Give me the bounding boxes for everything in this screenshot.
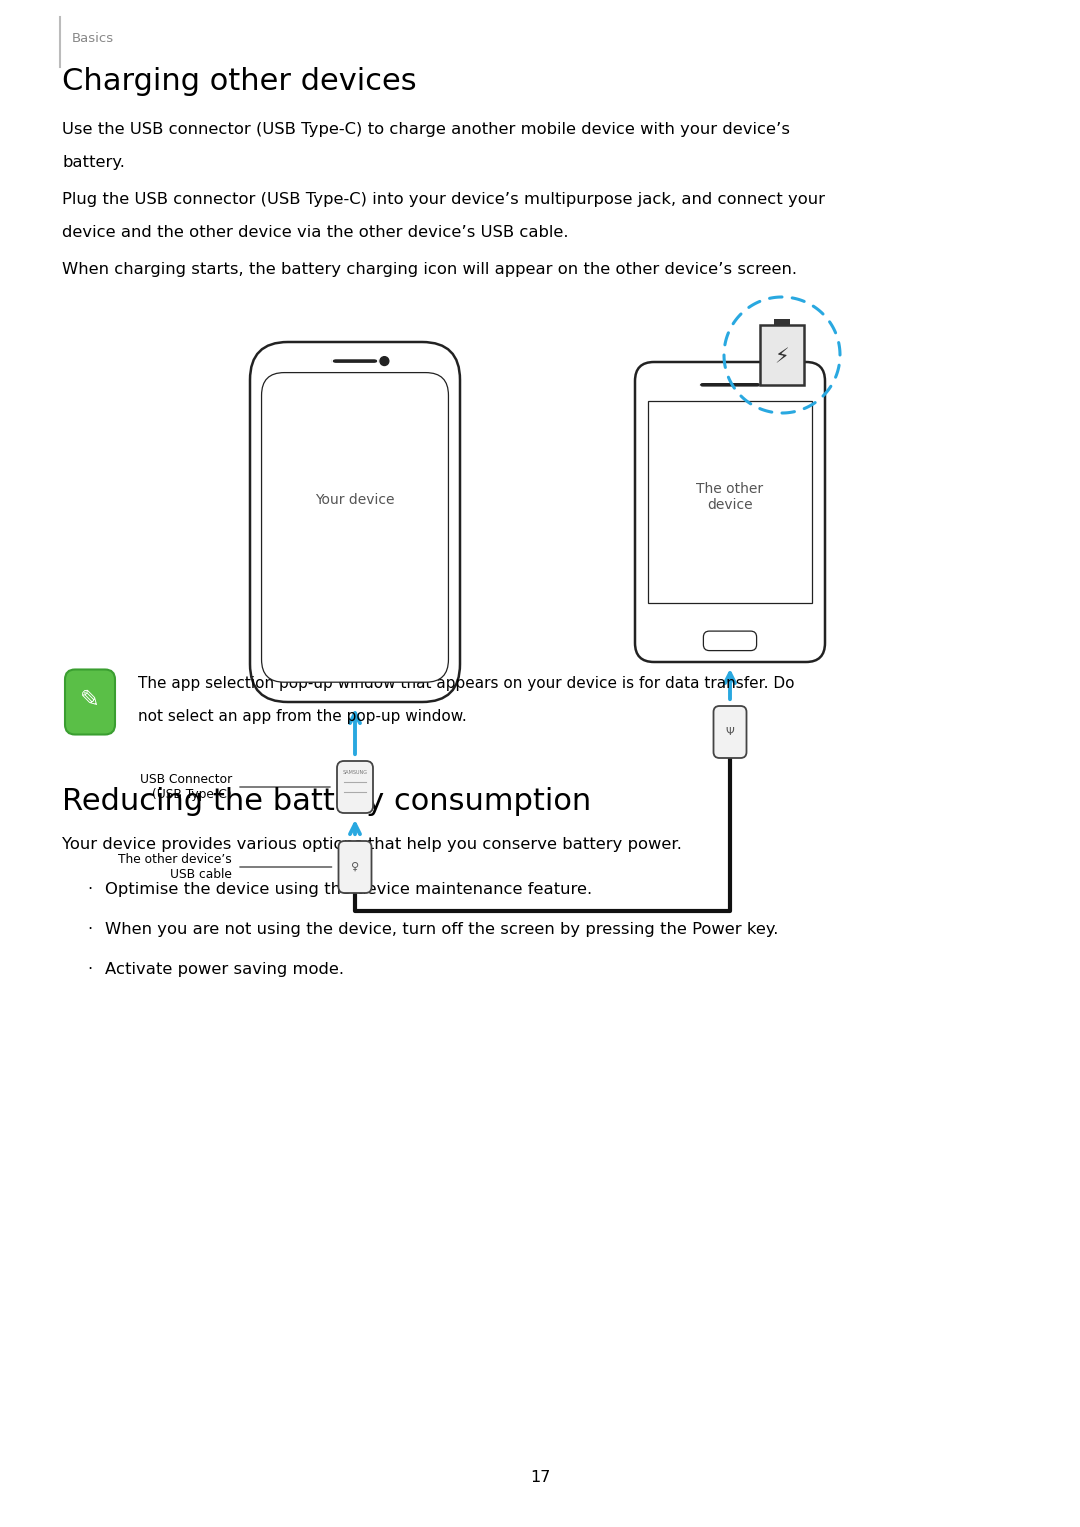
Text: Activate power saving mode.: Activate power saving mode. xyxy=(105,962,345,977)
Text: 17: 17 xyxy=(530,1469,550,1484)
Text: ⚡: ⚡ xyxy=(774,347,789,366)
Text: ✎: ✎ xyxy=(80,689,99,712)
FancyBboxPatch shape xyxy=(700,383,760,386)
FancyBboxPatch shape xyxy=(703,631,757,651)
FancyBboxPatch shape xyxy=(635,362,825,663)
FancyBboxPatch shape xyxy=(338,841,372,893)
Text: Charging other devices: Charging other devices xyxy=(62,67,417,96)
Circle shape xyxy=(380,357,389,365)
Text: ♀: ♀ xyxy=(351,863,359,872)
Text: The other device’s
USB cable: The other device’s USB cable xyxy=(118,854,232,881)
Text: device and the other device via the other device’s USB cable.: device and the other device via the othe… xyxy=(62,224,568,240)
Text: Use the USB connector (USB Type-C) to charge another mobile device with your dev: Use the USB connector (USB Type-C) to ch… xyxy=(62,122,789,137)
FancyBboxPatch shape xyxy=(714,705,746,757)
Text: Plug the USB connector (USB Type-C) into your device’s multipurpose jack, and co: Plug the USB connector (USB Type-C) into… xyxy=(62,192,825,208)
Text: battery.: battery. xyxy=(62,156,125,169)
FancyBboxPatch shape xyxy=(774,319,789,325)
Text: Your device: Your device xyxy=(315,493,395,507)
Text: When you are not using the device, turn off the screen by pressing the Power key: When you are not using the device, turn … xyxy=(105,922,779,938)
FancyBboxPatch shape xyxy=(332,359,378,363)
FancyBboxPatch shape xyxy=(65,669,114,734)
Text: Basics: Basics xyxy=(72,32,114,46)
Text: The other
device: The other device xyxy=(697,483,764,512)
Text: The app selection pop-up window that appears on your device is for data transfer: The app selection pop-up window that app… xyxy=(138,676,795,692)
Text: SAMSUNG: SAMSUNG xyxy=(342,770,367,774)
FancyBboxPatch shape xyxy=(648,402,812,603)
FancyBboxPatch shape xyxy=(261,373,448,683)
Text: Optimise the device using the device maintenance feature.: Optimise the device using the device mai… xyxy=(105,883,592,896)
Text: not select an app from the pop-up window.: not select an app from the pop-up window… xyxy=(138,709,467,724)
FancyBboxPatch shape xyxy=(337,760,373,812)
Text: ·: · xyxy=(87,922,93,938)
FancyBboxPatch shape xyxy=(760,325,804,385)
Text: Reducing the battery consumption: Reducing the battery consumption xyxy=(62,786,591,815)
Text: ·: · xyxy=(87,883,93,896)
Text: Your device provides various options that help you conserve battery power.: Your device provides various options tha… xyxy=(62,837,681,852)
Text: ·: · xyxy=(87,962,93,977)
Text: Ψ: Ψ xyxy=(726,727,734,738)
Text: When charging starts, the battery charging icon will appear on the other device’: When charging starts, the battery chargi… xyxy=(62,263,797,276)
FancyBboxPatch shape xyxy=(249,342,460,702)
Text: USB Connector
(USB Type-C): USB Connector (USB Type-C) xyxy=(139,773,232,802)
